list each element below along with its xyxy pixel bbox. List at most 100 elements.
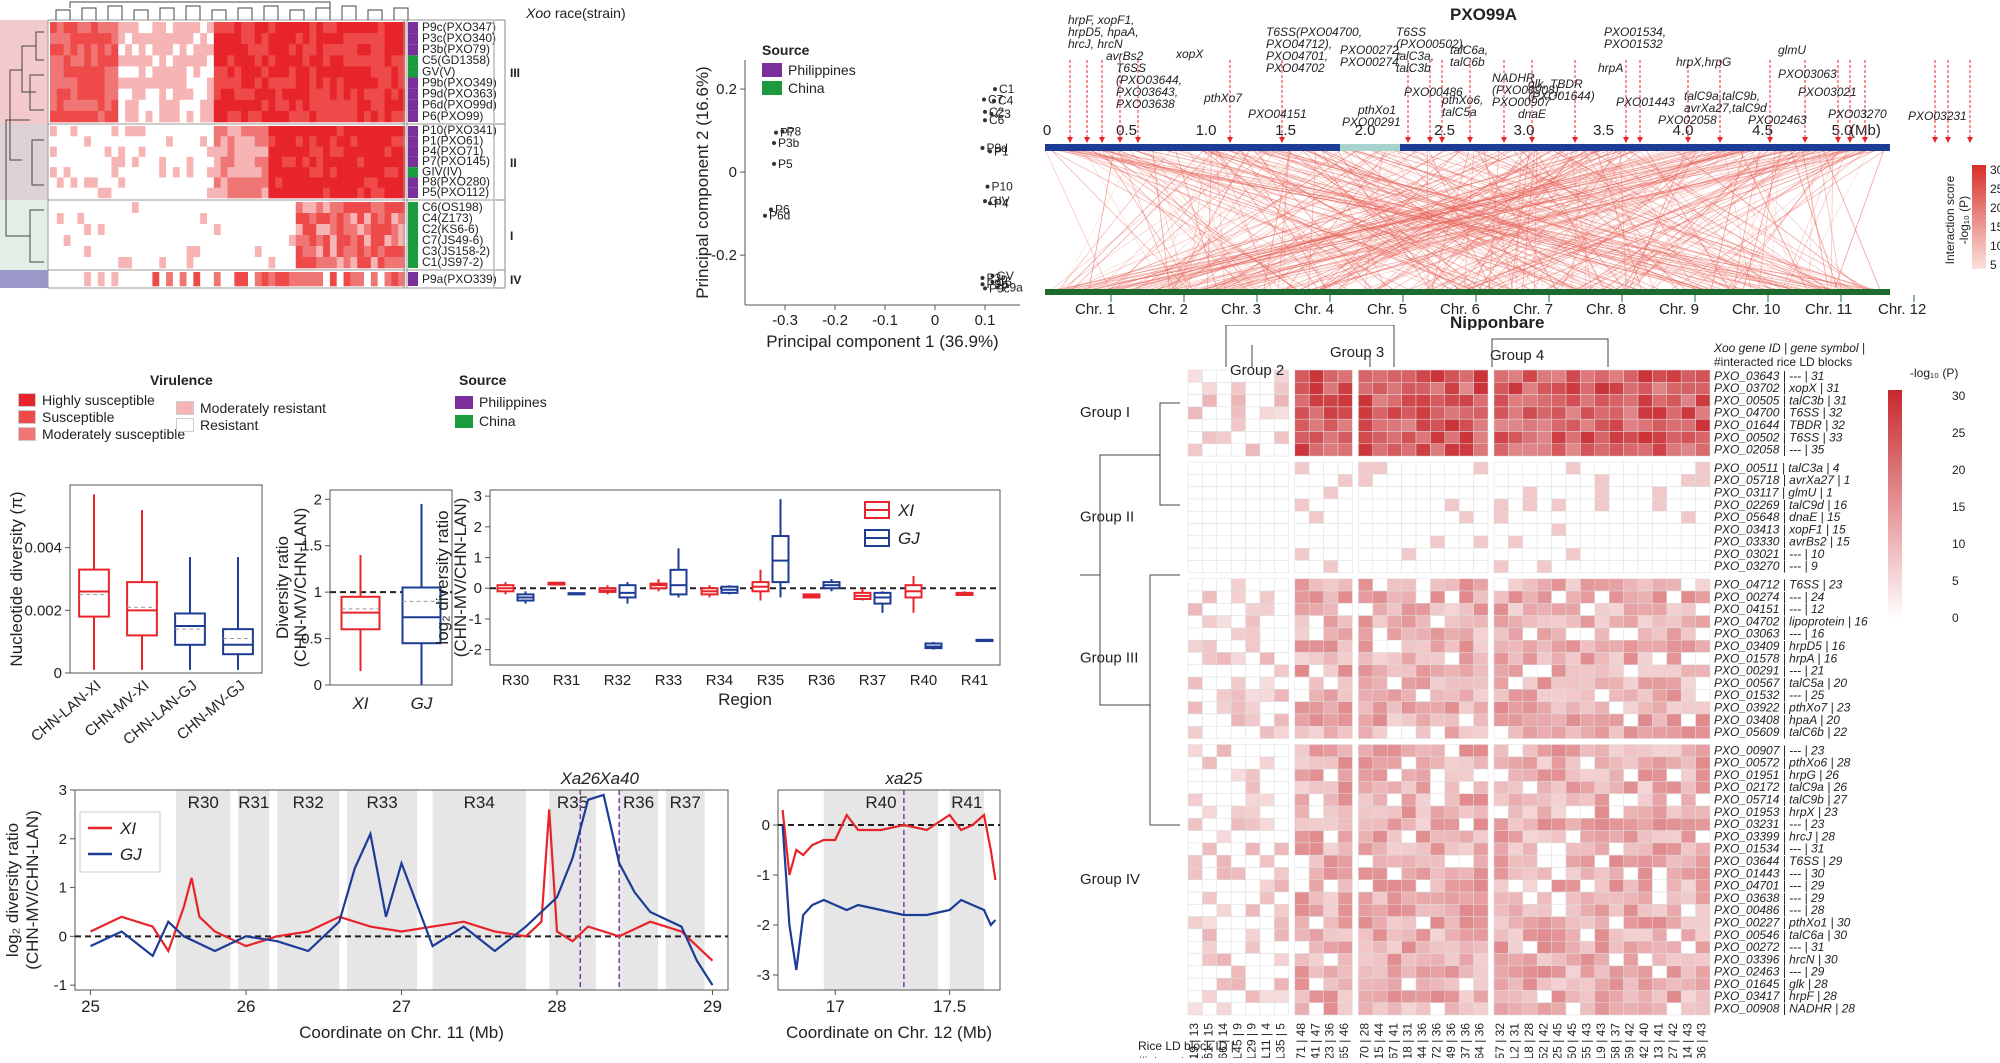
heat-cell	[1652, 382, 1668, 395]
heat-cell	[1580, 793, 1596, 807]
interaction-link	[1757, 149, 1776, 293]
block-label: L67 | 41	[1386, 1023, 1400, 1058]
heat-cell	[1508, 603, 1524, 616]
legend-label: XI	[897, 501, 914, 520]
y-axis-title: Principal component 2 (16.6%)	[693, 66, 712, 298]
heat-cell	[1372, 443, 1388, 457]
heat-cell	[275, 126, 283, 137]
heat-cell	[1580, 725, 1596, 739]
heat-cell	[1372, 940, 1388, 954]
heat-cell	[1551, 725, 1567, 739]
heat-cell	[1230, 431, 1246, 445]
heat-cell	[1637, 879, 1653, 893]
heat-cell	[282, 44, 290, 56]
heat-cell	[1259, 443, 1275, 457]
heat-cell	[56, 257, 64, 269]
interaction-link	[1540, 149, 1833, 293]
heat-cell	[1415, 891, 1431, 905]
heat-cell	[1594, 744, 1610, 758]
heat-cell	[1493, 744, 1509, 758]
heat-cell	[254, 44, 262, 56]
heat-cell	[84, 235, 92, 247]
heat-cell	[84, 156, 92, 168]
heat-cell	[1259, 498, 1275, 512]
heat-cell	[1695, 879, 1711, 893]
heat-cell	[261, 110, 269, 123]
heat-cell	[1202, 510, 1218, 524]
heat-cell	[1358, 560, 1374, 573]
heat-cell	[145, 136, 153, 147]
heat-cell	[1695, 382, 1711, 395]
heat-cell	[1695, 701, 1711, 715]
heat-cell	[1623, 394, 1639, 408]
region-label: R40	[865, 793, 896, 812]
heat-cell	[1508, 867, 1524, 881]
heat-cell	[370, 235, 378, 247]
heat-cell	[329, 156, 338, 168]
heat-cell	[1216, 603, 1232, 616]
heat-cell	[323, 257, 331, 269]
heat-cell	[1695, 756, 1711, 770]
heat-cell	[1623, 725, 1639, 739]
heat-cell	[1608, 768, 1624, 782]
heat-cell	[200, 224, 208, 236]
heat-cell	[309, 33, 317, 45]
heat-cell	[234, 22, 242, 34]
heat-cell	[1245, 953, 1261, 967]
heat-cell	[1695, 394, 1711, 408]
heat-cell	[1401, 842, 1417, 856]
heat-cell	[1337, 560, 1353, 573]
heat-cell	[179, 202, 187, 214]
interaction-link	[1546, 149, 1706, 293]
heat-cell	[1401, 854, 1417, 868]
heat-cell	[200, 22, 208, 34]
heat-cell	[288, 167, 297, 178]
heat-cell	[336, 213, 344, 225]
source-cell	[408, 33, 418, 45]
heat-cell	[1372, 756, 1388, 770]
heat-cell	[125, 136, 133, 147]
heat-cell	[56, 224, 64, 236]
heat-cell	[1594, 676, 1610, 690]
heat-cell	[193, 146, 201, 158]
heat-cell	[1430, 756, 1446, 770]
heat-cell	[1551, 498, 1567, 512]
heat-cell	[1230, 904, 1246, 917]
heat-cell	[1337, 713, 1353, 727]
strain-label: C7(JS49-6)	[422, 233, 483, 247]
heat-cell	[282, 246, 290, 258]
heat-cell	[159, 213, 167, 225]
heat-cell	[159, 167, 167, 178]
heat-cell	[1493, 879, 1509, 893]
heat-cell	[1187, 590, 1203, 604]
heat-cell	[1323, 768, 1339, 782]
heat-cell	[70, 55, 78, 67]
heat-cell	[1430, 664, 1446, 678]
heat-cell	[1259, 664, 1275, 678]
heat-cell	[302, 88, 310, 101]
interaction-link	[1213, 149, 1621, 293]
heat-cell	[1294, 928, 1310, 942]
heat-cell	[125, 235, 133, 247]
heat-cell	[241, 224, 249, 236]
heat-cell	[1536, 928, 1552, 942]
heat-cell	[295, 224, 303, 236]
interaction-link	[1132, 149, 1594, 293]
heat-cell	[1294, 940, 1310, 954]
heat-cell	[1652, 891, 1668, 905]
heat-cell	[1536, 382, 1552, 395]
heat-cell	[350, 177, 358, 189]
heat-cell	[1294, 713, 1310, 727]
heat-cell	[1259, 928, 1275, 942]
heat-cell	[1274, 805, 1290, 819]
heat-cell	[1386, 652, 1402, 666]
heat-cell	[254, 235, 262, 247]
x-tick-label: -0.3	[772, 312, 798, 329]
heat-cell	[138, 77, 146, 89]
heat-cell	[186, 177, 194, 189]
heat-cell	[1652, 830, 1668, 844]
heat-cell	[1680, 781, 1696, 794]
heat-cell	[309, 224, 317, 236]
heat-cell	[97, 136, 105, 147]
heat-cell	[1565, 510, 1581, 524]
